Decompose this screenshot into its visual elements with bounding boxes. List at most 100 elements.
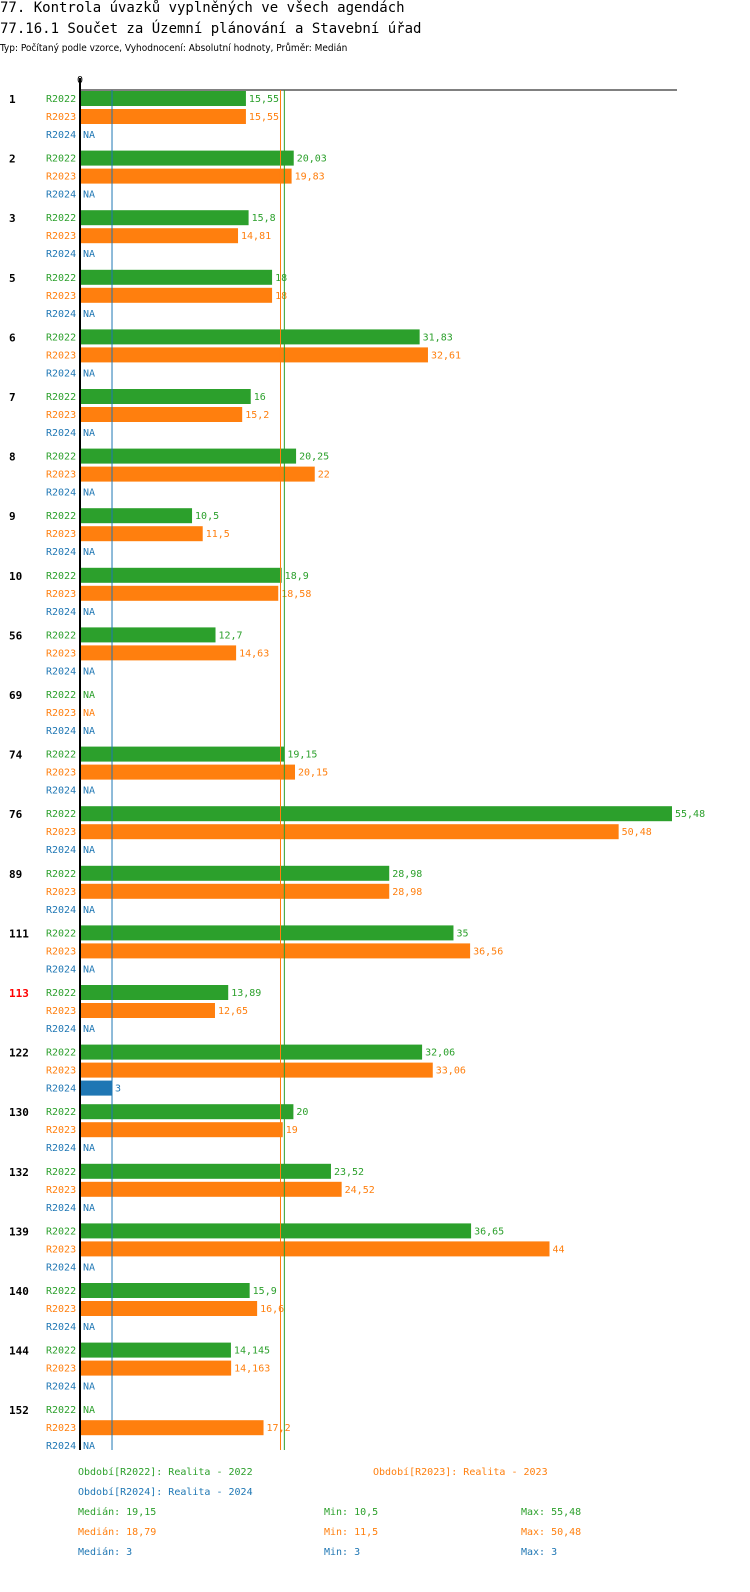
- bar-r2023-6: [80, 347, 428, 363]
- bar-r2023-144: [80, 1360, 232, 1376]
- series-label: R2022: [46, 809, 76, 820]
- bar-r2023-122: [80, 1062, 433, 1078]
- na-label: NA: [83, 708, 95, 719]
- category-label: 122: [9, 1047, 29, 1060]
- stat-min: Min: 10,5: [324, 1507, 378, 1518]
- bar-value-label: 20: [296, 1107, 308, 1118]
- stat-max: Max: 50,48: [521, 1527, 581, 1538]
- bar-value-label: 18,58: [281, 589, 311, 600]
- series-label: R2024: [46, 726, 76, 737]
- na-label: NA: [83, 190, 95, 201]
- bar-value-label: 19,83: [295, 172, 325, 183]
- na-label: NA: [83, 547, 95, 558]
- stat-median: Medián: 18,79: [78, 1526, 156, 1538]
- bar-r2023-152: [80, 1420, 264, 1436]
- stat-max: Max: 55,48: [521, 1507, 581, 1518]
- category-label: 69: [9, 689, 22, 702]
- stat-max: Max: 3: [521, 1547, 557, 1558]
- stat-min: Min: 11,5: [324, 1527, 378, 1538]
- bar-value-label: 19,15: [287, 750, 317, 761]
- bar-value-label: 28,98: [392, 869, 422, 880]
- bar-r2022-74: [80, 746, 285, 762]
- na-label: NA: [83, 1322, 95, 1333]
- na-label: NA: [83, 845, 95, 856]
- category-label: 132: [9, 1166, 29, 1179]
- series-label: R2022: [46, 1226, 76, 1237]
- bar-r2023-10: [80, 585, 279, 601]
- category-label: 139: [9, 1225, 29, 1238]
- bar-r2022-8: [80, 448, 297, 464]
- bar-r2022-76: [80, 806, 672, 822]
- series-label: R2023: [46, 529, 76, 540]
- na-label: NA: [83, 964, 95, 975]
- bar-r2023-8: [80, 466, 315, 482]
- category-label: 152: [9, 1404, 29, 1417]
- bar-value-label: 12,7: [219, 630, 243, 641]
- bar-value-label: 22: [318, 470, 330, 481]
- series-label: R2024: [46, 1203, 76, 1214]
- series-label: R2022: [46, 1346, 76, 1357]
- series-label: R2023: [46, 946, 76, 957]
- category-label: 144: [9, 1345, 29, 1358]
- na-label: NA: [83, 368, 95, 379]
- bar-r2022-1: [80, 91, 246, 106]
- series-label: R2024: [46, 130, 76, 141]
- na-label: NA: [83, 1024, 95, 1035]
- series-label: R2024: [46, 786, 76, 797]
- series-label: R2024: [46, 1143, 76, 1154]
- bar-value-label: 3: [115, 1084, 121, 1095]
- series-label: R2023: [46, 350, 76, 361]
- bar-value-label: 18: [275, 273, 287, 284]
- series-label: R2022: [46, 332, 76, 343]
- series-label: R2022: [46, 928, 76, 939]
- series-label: R2023: [46, 827, 76, 838]
- na-label: NA: [83, 666, 95, 677]
- bar-value-label: 15,9: [253, 1286, 277, 1297]
- series-label: R2023: [46, 1066, 76, 1077]
- na-label: NA: [83, 488, 95, 499]
- bar-value-label: 20,25: [299, 452, 329, 463]
- na-label: NA: [83, 309, 95, 320]
- bar-r2022-140: [80, 1283, 250, 1298]
- series-label: R2024: [46, 964, 76, 975]
- series-label: R2023: [46, 648, 76, 659]
- series-label: R2024: [46, 845, 76, 856]
- stat-min: Min: 3: [324, 1547, 360, 1558]
- bar-value-label: 14,163: [234, 1364, 270, 1375]
- bar-value-label: 12,65: [218, 1006, 248, 1017]
- category-label: 113: [9, 987, 29, 1000]
- series-label: R2023: [46, 1423, 76, 1434]
- bar-value-label: 28,98: [392, 887, 422, 898]
- bar-value-label: 50,48: [622, 827, 652, 838]
- bar-value-label: 44: [553, 1244, 565, 1255]
- series-label: R2024: [46, 1382, 76, 1393]
- series-label: R2024: [46, 547, 76, 558]
- bar-r2022-6: [80, 329, 420, 345]
- series-label: R2024: [46, 190, 76, 201]
- bar-r2023-7: [80, 407, 243, 422]
- bar-r2023-113: [80, 1003, 215, 1018]
- bar-value-label: 23,52: [334, 1167, 364, 1178]
- series-label: R2023: [46, 1304, 76, 1315]
- series-label: R2024: [46, 1084, 76, 1095]
- series-label: R2023: [46, 172, 76, 183]
- na-label: NA: [83, 1262, 95, 1273]
- bar-value-label: 31,83: [423, 332, 453, 343]
- bar-r2022-144: [80, 1342, 231, 1358]
- chart-type-line: Typ: Počítaný podle vzorce, Vyhodnocení:…: [0, 43, 348, 54]
- na-label: NA: [83, 690, 95, 701]
- bar-value-label: 15,2: [245, 410, 269, 421]
- bar-r2022-130: [80, 1104, 294, 1120]
- bar-value-label: 18,9: [285, 571, 309, 582]
- series-label: R2023: [46, 470, 76, 481]
- series-label: R2024: [46, 428, 76, 439]
- series-label: R2023: [46, 231, 76, 242]
- category-label: 76: [9, 808, 23, 821]
- bar-value-label: 32,61: [431, 350, 461, 361]
- bar-value-label: 15,8: [252, 213, 276, 224]
- series-label: R2023: [46, 1185, 76, 1196]
- bar-r2023-89: [80, 883, 390, 899]
- category-label: 140: [9, 1285, 29, 1298]
- na-label: NA: [83, 905, 95, 916]
